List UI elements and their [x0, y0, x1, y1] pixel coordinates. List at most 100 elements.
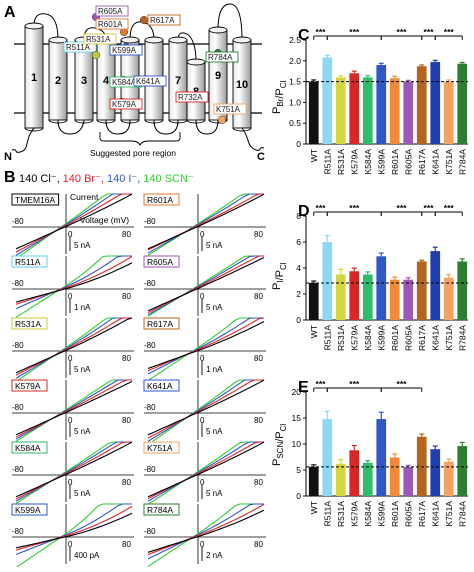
iv-tag-box: [11, 379, 48, 392]
iv-tick-pos: 80: [254, 292, 263, 301]
x-tick-label: R531A: [336, 501, 346, 527]
y-axis-label: PSCN/PCl: [271, 424, 288, 466]
bar-r784a: [457, 261, 468, 320]
iv-tick-neg: -80: [12, 279, 24, 288]
y-tick-label: 5: [296, 465, 301, 475]
x-tick-label: R531A: [336, 149, 346, 175]
helix-number: 7: [175, 75, 181, 87]
iv-tick-neg: -80: [144, 403, 156, 412]
iv-tag-box: [11, 193, 60, 206]
iv-panel-r511a: R511A -80 0 80 1 nA: [11, 255, 134, 318]
x-tick-label: WT: [309, 325, 319, 338]
connecting-loops: [33, 3, 243, 135]
x-tick-label: R617A: [417, 501, 427, 527]
iv-trace-cl: [15, 193, 133, 250]
bar-r605a: [403, 279, 414, 320]
iv-tick-pos: 80: [254, 230, 263, 239]
x-tick-label: K641A: [430, 149, 440, 175]
iv-scale-label: 5 nA: [206, 303, 223, 312]
iv-trace-scn: [15, 441, 132, 504]
mutant-tag-r601a: R601A: [95, 18, 129, 37]
iv-trace-cl: [147, 257, 265, 312]
iv-tick-zero: 0: [200, 478, 205, 487]
svg-text:140 Cl⁻,140 Br⁻,140 I⁻,140 SCN: 140 Cl⁻, 140 Br⁻, 140 I⁻, 140 SCN⁻: [19, 173, 194, 185]
iv-tick-pos: 80: [254, 354, 263, 363]
helix-8: 8: [186, 58, 206, 124]
iv-tick-neg: -80: [12, 403, 24, 412]
bar-r605a: [403, 81, 414, 144]
iv-panel-k584a: K584A -80 0 80 5 nA: [11, 441, 134, 504]
iv-trace-scn: [15, 379, 132, 442]
bar-wt: [308, 466, 319, 496]
iv-panel-r601a: R601A -80 0 80 5 nA: [143, 193, 266, 256]
n-terminus-label: N: [4, 151, 12, 163]
iv-panel-k599a: K599A -80 0 80 400 pA: [11, 503, 134, 569]
panel-label-a: A: [4, 4, 16, 21]
iv-trace-cl: [15, 381, 133, 436]
iv-trace-br: [15, 317, 132, 376]
pore-region-label: Suggested pore region: [90, 148, 176, 158]
iv-trace-i: [15, 193, 132, 256]
iv-tag-box: [143, 255, 180, 268]
x-tick-label: K599A: [376, 149, 386, 175]
panel-label-e: E: [298, 379, 309, 396]
iv-scale-label: 5 nA: [206, 241, 223, 250]
y-tick-label: 8: [296, 211, 301, 221]
y-tick-label: 20: [292, 387, 302, 397]
x-tick-label: K579A: [349, 149, 359, 175]
x-tick-label: R784A: [457, 325, 467, 351]
legend-cl: 140 Cl⁻,: [19, 173, 60, 185]
significance-label: ***: [397, 379, 408, 389]
iv-panel-tmem16a: TMEM16A -80 0 80 5 nA Current Voltage (mV): [11, 192, 134, 260]
iv-trace-i: [15, 503, 132, 556]
y-tick-label: 1.0: [289, 97, 301, 107]
voltage-axis-label: Voltage (mV): [80, 215, 129, 225]
iv-trace-br: [147, 441, 264, 500]
svg-text:R605A: R605A: [98, 7, 123, 16]
iv-trace-br: [147, 503, 265, 556]
x-tick-label: K584A: [363, 149, 373, 175]
mutant-tag-r732a: R732A: [175, 91, 209, 103]
mutant-tag-r784a: R784A: [205, 49, 239, 63]
y-axis-label: PBr/PCl: [271, 80, 288, 114]
helix-number: 9: [215, 70, 221, 82]
significance-label: ***: [424, 203, 435, 213]
x-tick-label: K599A: [376, 325, 386, 351]
y-tick-label: 6: [296, 237, 301, 247]
iv-tag-label: R605A: [147, 257, 173, 267]
bar-r511a: [322, 419, 333, 496]
bar-k584a: [362, 462, 373, 496]
mutant-tag-r531a: R531A: [83, 33, 117, 60]
iv-tag-label: K579A: [15, 381, 41, 391]
bar-r601a: [389, 279, 400, 320]
svg-text:R531A: R531A: [86, 35, 111, 44]
helix-number: 1: [31, 72, 37, 84]
topology-diagram: 12345678910 N C Suggested pore region R6…: [4, 3, 265, 163]
significance-label: ***: [397, 203, 408, 213]
iv-trace-cl: [15, 317, 133, 374]
iv-tick-zero: 0: [68, 292, 73, 301]
x-tick-label: K584A: [363, 325, 373, 351]
y-tick-label: 10: [292, 439, 302, 449]
iv-trace-i: [147, 193, 264, 254]
iv-trace-br: [147, 255, 264, 314]
iv-trace-br: [147, 379, 264, 439]
iv-trace-grid: TMEM16A -80 0 80 5 nA Current Voltage (mV) R601…: [11, 192, 266, 569]
loop-6: [153, 119, 179, 135]
chart-e: 0 5 10 15 20 PSCN/PCl WT R511A R531A K579A K584A K5…: [271, 379, 468, 527]
svg-text:R511A: R511A: [66, 43, 91, 52]
panel-label-c: C: [298, 27, 310, 44]
c-terminus-label: C: [257, 151, 265, 163]
x-tick-label: WT: [309, 501, 319, 514]
iv-trace-scn: [15, 503, 132, 569]
svg-text:K599A: K599A: [112, 46, 137, 55]
iv-trace-cl: [147, 509, 265, 553]
significance-label: ***: [424, 27, 435, 37]
iv-trace-cl: [147, 379, 265, 436]
x-tick-label: K641A: [430, 325, 440, 351]
significance-label: ***: [444, 27, 455, 37]
bar-r784a: [457, 446, 468, 496]
iv-tag-box: [11, 255, 48, 268]
x-tick-label: K641A: [430, 501, 440, 527]
